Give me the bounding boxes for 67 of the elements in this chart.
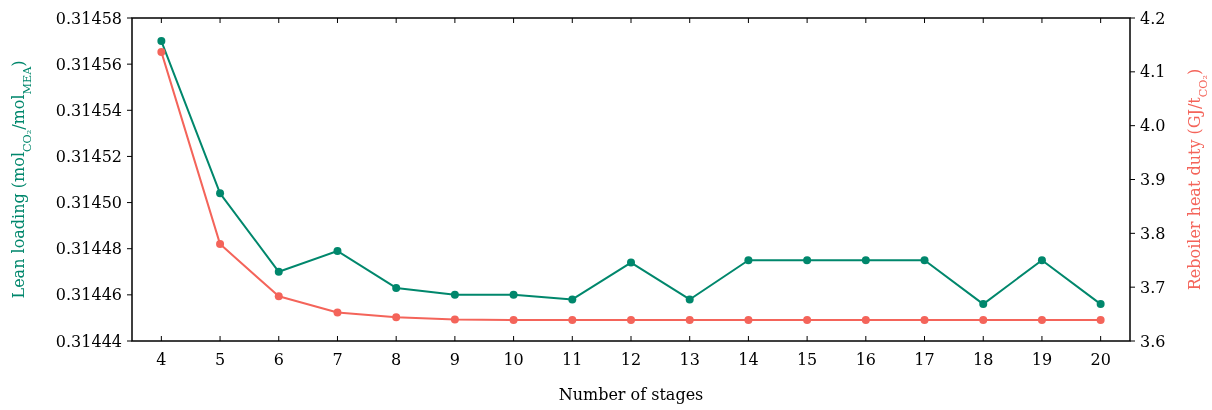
point xyxy=(1037,256,1046,265)
point xyxy=(744,256,753,265)
x-tick-label: 15 xyxy=(796,350,818,369)
point xyxy=(216,240,225,249)
point xyxy=(627,316,635,325)
point xyxy=(920,256,929,265)
y2-tick-label: 3.7 xyxy=(1140,277,1166,297)
x-tick-label: 13 xyxy=(679,350,700,369)
y2-tick-label: 3.6 xyxy=(1140,331,1166,351)
point xyxy=(1096,300,1105,309)
point xyxy=(157,47,166,56)
point xyxy=(979,300,988,309)
x-tick-label: 11 xyxy=(562,350,583,369)
y2-tick-label: 3.9 xyxy=(1140,170,1166,190)
y-tick-label: 0.31456 xyxy=(55,54,122,74)
y2-tick-label: 3.8 xyxy=(1140,223,1166,243)
y-tick-label: 0.31450 xyxy=(55,193,122,213)
point xyxy=(274,267,283,276)
point xyxy=(392,313,401,322)
point xyxy=(627,258,635,267)
x-tick-label: 8 xyxy=(391,350,402,369)
x-tick-label: 10 xyxy=(503,350,524,369)
x-tick-label: 18 xyxy=(973,350,994,369)
point xyxy=(803,256,812,265)
point xyxy=(333,308,342,317)
x-tick-label: 7 xyxy=(332,350,343,369)
x-tick-label: 17 xyxy=(914,350,935,369)
x-tick-label: 5 xyxy=(214,350,226,369)
point xyxy=(685,316,694,325)
point xyxy=(568,295,577,304)
point xyxy=(216,189,225,198)
x-tick-label: 20 xyxy=(1090,350,1111,369)
y2-tick-label: 4.2 xyxy=(1140,8,1166,28)
point xyxy=(744,316,753,325)
point xyxy=(685,295,694,304)
point xyxy=(920,316,929,325)
x-tick-label: 12 xyxy=(620,350,642,369)
y-tick-label: 0.31446 xyxy=(55,285,122,305)
point xyxy=(803,316,812,325)
point xyxy=(979,316,988,325)
x-tick-label: 19 xyxy=(1031,350,1053,369)
point xyxy=(861,316,870,325)
y2-tick-label: 4.0 xyxy=(1140,116,1166,136)
point xyxy=(509,290,518,299)
point xyxy=(1037,316,1046,325)
x-tick-label: 16 xyxy=(855,350,876,369)
y2-tick-label: 4.1 xyxy=(1140,62,1166,82)
point xyxy=(392,283,401,292)
point xyxy=(1096,316,1105,325)
point xyxy=(274,292,283,301)
x-tick-label: 6 xyxy=(273,350,284,369)
point xyxy=(861,256,870,265)
point xyxy=(509,316,518,325)
point xyxy=(333,247,342,256)
x-tick-label: 9 xyxy=(449,350,460,369)
y-tick-label: 0.31458 xyxy=(55,8,122,28)
y-tick-label: 0.31454 xyxy=(55,100,122,120)
y-tick-label: 0.31448 xyxy=(55,239,122,259)
x-axis-title: Number of stages xyxy=(558,385,704,404)
point xyxy=(568,316,577,325)
point xyxy=(157,37,166,46)
y-tick-label: 0.31444 xyxy=(55,331,122,351)
x-tick-label: 4 xyxy=(156,350,167,369)
x-tick-label: 14 xyxy=(738,350,759,369)
point xyxy=(450,290,459,299)
point xyxy=(450,315,459,324)
y-tick-label: 0.31452 xyxy=(55,147,122,167)
